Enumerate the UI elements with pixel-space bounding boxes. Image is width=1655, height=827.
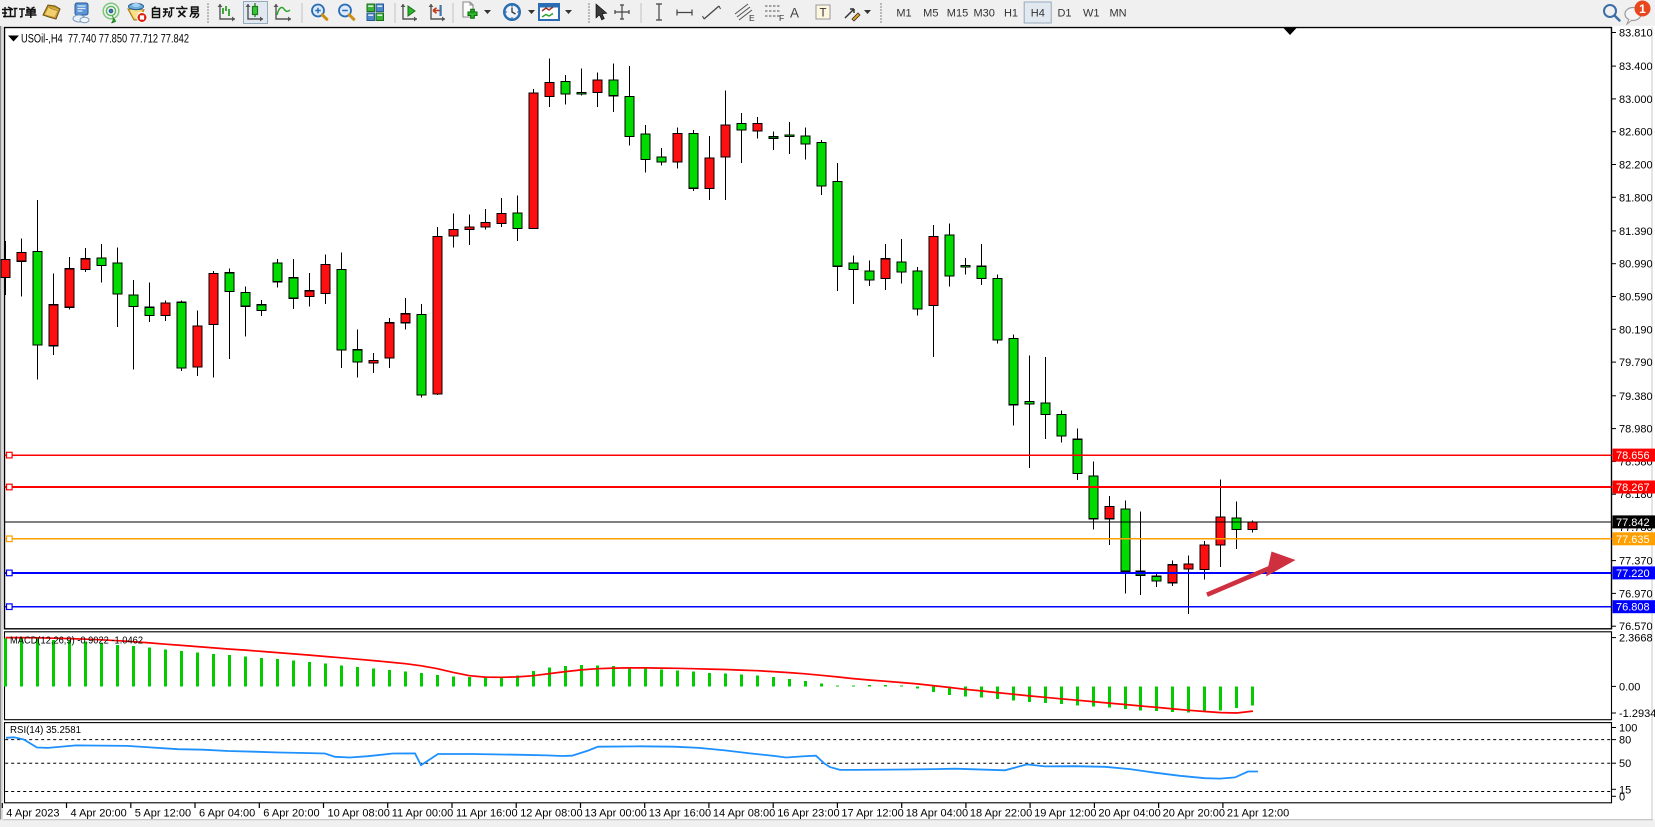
- svg-text:14 Apr 08:00: 14 Apr 08:00: [713, 808, 775, 820]
- svg-text:50: 50: [1619, 758, 1631, 770]
- svg-text:16 Apr 23:00: 16 Apr 23:00: [777, 808, 839, 820]
- svg-text:4 Apr 20:00: 4 Apr 20:00: [71, 808, 127, 820]
- svg-text:-1.2934: -1.2934: [1619, 708, 1655, 720]
- svg-text:76.808: 76.808: [1616, 602, 1650, 614]
- svg-text:E: E: [749, 13, 755, 23]
- svg-text:M1: M1: [896, 8, 911, 20]
- svg-text:77.220: 77.220: [1616, 568, 1650, 580]
- svg-text:T: T: [820, 8, 827, 20]
- svg-text:78.267: 78.267: [1616, 482, 1650, 494]
- svg-text:A: A: [790, 6, 799, 21]
- svg-text:D1: D1: [1057, 8, 1071, 20]
- svg-text:0.00: 0.00: [1619, 681, 1640, 693]
- svg-text:0: 0: [1619, 791, 1625, 803]
- svg-text:80.590: 80.590: [1619, 292, 1653, 304]
- svg-text:17 Apr 12:00: 17 Apr 12:00: [841, 808, 903, 820]
- svg-text:76.970: 76.970: [1619, 588, 1653, 600]
- svg-text:82.200: 82.200: [1619, 160, 1653, 172]
- svg-text:4 Apr 2023: 4 Apr 2023: [6, 808, 59, 820]
- svg-text:76.570: 76.570: [1619, 621, 1653, 633]
- svg-text:11 Apr 16:00: 11 Apr 16:00: [456, 808, 518, 820]
- svg-text:2.3668: 2.3668: [1619, 633, 1653, 645]
- svg-text:18 Apr 04:00: 18 Apr 04:00: [906, 808, 968, 820]
- svg-text:83.810: 83.810: [1619, 28, 1653, 40]
- svg-text:83.400: 83.400: [1619, 61, 1653, 73]
- svg-text:81.800: 81.800: [1619, 192, 1653, 204]
- svg-text:5 Apr 12:00: 5 Apr 12:00: [135, 808, 191, 820]
- svg-text:79.790: 79.790: [1619, 357, 1653, 369]
- svg-text:18 Apr 22:00: 18 Apr 22:00: [970, 808, 1032, 820]
- svg-text:20 Apr 20:00: 20 Apr 20:00: [1163, 808, 1225, 820]
- svg-text:USOil-,H4 77.740 77.850 77.71: USOil-,H4 77.740 77.850 77.712 77.842: [21, 34, 189, 46]
- svg-text:6 Apr 20:00: 6 Apr 20:00: [263, 808, 319, 820]
- svg-text:82.600: 82.600: [1619, 127, 1653, 139]
- svg-text:RSI(14) 35.2581: RSI(14) 35.2581: [10, 725, 81, 736]
- svg-text:11 Apr 00:00: 11 Apr 00:00: [392, 808, 454, 820]
- svg-text:H4: H4: [1031, 8, 1045, 20]
- svg-text:10 Apr 08:00: 10 Apr 08:00: [328, 808, 390, 820]
- svg-text:81.390: 81.390: [1619, 226, 1653, 238]
- svg-text:M30: M30: [973, 8, 994, 20]
- svg-text:80.990: 80.990: [1619, 259, 1653, 271]
- svg-text:F: F: [779, 13, 784, 23]
- svg-text:77.635: 77.635: [1616, 534, 1650, 546]
- svg-text:79.380: 79.380: [1619, 391, 1653, 403]
- svg-text:77.842: 77.842: [1616, 517, 1650, 529]
- svg-text:M15: M15: [947, 8, 968, 20]
- svg-text:80: 80: [1619, 735, 1631, 747]
- svg-text:MACD(12,26,9) -0.9022 -1.0462: MACD(12,26,9) -0.9022 -1.0462: [10, 636, 143, 647]
- svg-text:19 Apr 12:00: 19 Apr 12:00: [1034, 808, 1096, 820]
- svg-text:12 Apr 08:00: 12 Apr 08:00: [520, 808, 582, 820]
- svg-text:W1: W1: [1083, 8, 1100, 20]
- svg-text:1: 1: [1639, 2, 1646, 16]
- svg-text:6 Apr 04:00: 6 Apr 04:00: [199, 808, 255, 820]
- svg-text:80.190: 80.190: [1619, 324, 1653, 336]
- svg-text:21 Apr 12:00: 21 Apr 12:00: [1227, 808, 1289, 820]
- svg-text:M5: M5: [923, 8, 938, 20]
- svg-text:83.000: 83.000: [1619, 94, 1653, 106]
- svg-text:77.370: 77.370: [1619, 556, 1653, 568]
- svg-text:13 Apr 16:00: 13 Apr 16:00: [649, 808, 711, 820]
- svg-text:15: 15: [1619, 784, 1631, 796]
- svg-text:13 Apr 00:00: 13 Apr 00:00: [585, 808, 647, 820]
- svg-text:78.656: 78.656: [1616, 450, 1650, 462]
- svg-text:H1: H1: [1004, 8, 1018, 20]
- svg-text:MN: MN: [1109, 8, 1126, 20]
- svg-text:78.980: 78.980: [1619, 424, 1653, 436]
- svg-text:20 Apr 04:00: 20 Apr 04:00: [1098, 808, 1160, 820]
- svg-text:100: 100: [1619, 723, 1637, 735]
